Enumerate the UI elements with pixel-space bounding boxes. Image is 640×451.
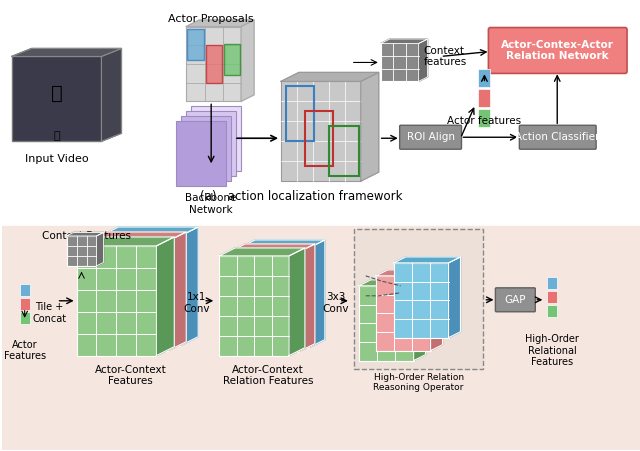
- FancyBboxPatch shape: [547, 291, 557, 303]
- Polygon shape: [361, 73, 379, 181]
- FancyBboxPatch shape: [488, 28, 627, 74]
- FancyBboxPatch shape: [224, 44, 240, 75]
- Text: GAP: GAP: [504, 295, 526, 305]
- FancyBboxPatch shape: [479, 69, 490, 87]
- Polygon shape: [359, 280, 426, 286]
- Text: Tile +
Concat: Tile + Concat: [33, 302, 67, 323]
- FancyBboxPatch shape: [20, 298, 29, 310]
- FancyBboxPatch shape: [12, 56, 102, 141]
- Polygon shape: [239, 240, 325, 248]
- FancyBboxPatch shape: [479, 109, 490, 127]
- FancyBboxPatch shape: [519, 125, 596, 149]
- Text: 3x3
Conv: 3x3 Conv: [323, 292, 349, 313]
- FancyBboxPatch shape: [100, 236, 180, 345]
- FancyBboxPatch shape: [186, 111, 236, 176]
- Polygon shape: [289, 248, 305, 356]
- FancyBboxPatch shape: [176, 121, 226, 186]
- Polygon shape: [229, 244, 315, 252]
- Text: Actor-Context
Features: Actor-Context Features: [95, 365, 166, 387]
- Polygon shape: [431, 270, 442, 351]
- Text: Context
features: Context features: [424, 46, 467, 67]
- Polygon shape: [381, 39, 428, 43]
- FancyBboxPatch shape: [394, 263, 449, 338]
- FancyBboxPatch shape: [479, 89, 490, 107]
- Text: High-Order Relation
Reasoning Operator: High-Order Relation Reasoning Operator: [373, 373, 464, 392]
- Text: Context Features: Context Features: [42, 231, 131, 241]
- Polygon shape: [67, 232, 104, 236]
- Polygon shape: [88, 232, 186, 241]
- FancyBboxPatch shape: [354, 229, 483, 368]
- Polygon shape: [449, 257, 461, 338]
- FancyBboxPatch shape: [495, 288, 535, 312]
- Text: Actor-Context
Relation Features: Actor-Context Relation Features: [223, 365, 313, 387]
- Text: 1x1
Conv: 1x1 Conv: [183, 292, 209, 313]
- FancyBboxPatch shape: [188, 29, 204, 60]
- Polygon shape: [376, 270, 442, 276]
- Polygon shape: [100, 227, 198, 236]
- FancyBboxPatch shape: [239, 248, 309, 348]
- Polygon shape: [281, 73, 379, 81]
- Polygon shape: [97, 232, 104, 266]
- Polygon shape: [156, 237, 174, 356]
- FancyBboxPatch shape: [547, 277, 557, 289]
- FancyBboxPatch shape: [20, 284, 29, 296]
- Text: Action Classifier: Action Classifier: [515, 132, 600, 142]
- Polygon shape: [419, 39, 428, 81]
- FancyBboxPatch shape: [359, 286, 413, 361]
- FancyBboxPatch shape: [20, 312, 29, 324]
- Polygon shape: [12, 49, 122, 56]
- FancyBboxPatch shape: [67, 236, 97, 266]
- FancyBboxPatch shape: [205, 45, 222, 83]
- Polygon shape: [186, 20, 254, 27]
- Polygon shape: [299, 244, 315, 352]
- Text: Actor Proposals: Actor Proposals: [168, 14, 254, 23]
- FancyBboxPatch shape: [219, 256, 289, 356]
- FancyBboxPatch shape: [281, 81, 361, 181]
- FancyBboxPatch shape: [77, 246, 156, 356]
- Polygon shape: [180, 227, 198, 345]
- Text: 🎭: 🎭: [53, 131, 60, 141]
- Text: Input Video: Input Video: [25, 154, 88, 164]
- Text: Actor features: Actor features: [447, 116, 522, 126]
- FancyBboxPatch shape: [547, 305, 557, 317]
- Polygon shape: [168, 232, 186, 351]
- FancyBboxPatch shape: [376, 276, 431, 351]
- FancyBboxPatch shape: [191, 106, 241, 171]
- Text: High-Order
Relational
Features: High-Order Relational Features: [525, 334, 579, 367]
- Polygon shape: [413, 280, 426, 361]
- Text: (a)   action localization framework: (a) action localization framework: [200, 189, 402, 202]
- Polygon shape: [102, 49, 122, 141]
- Text: 👥: 👥: [51, 84, 63, 103]
- FancyBboxPatch shape: [186, 27, 241, 101]
- Polygon shape: [77, 237, 174, 246]
- Text: Actor
Features: Actor Features: [4, 340, 45, 361]
- Polygon shape: [219, 248, 305, 256]
- Polygon shape: [394, 257, 461, 263]
- FancyBboxPatch shape: [229, 252, 299, 352]
- Bar: [2, 0, 640, 226]
- FancyBboxPatch shape: [381, 43, 419, 81]
- FancyBboxPatch shape: [88, 241, 168, 351]
- Text: Backbone
Network: Backbone Network: [186, 193, 237, 215]
- Text: Actor-Contex-Actor
Relation Network: Actor-Contex-Actor Relation Network: [500, 40, 614, 61]
- Bar: [2, 226, 640, 451]
- Polygon shape: [309, 240, 325, 348]
- Polygon shape: [241, 20, 254, 101]
- FancyBboxPatch shape: [399, 125, 461, 149]
- Text: ROI Align: ROI Align: [406, 132, 454, 142]
- FancyBboxPatch shape: [181, 116, 231, 181]
